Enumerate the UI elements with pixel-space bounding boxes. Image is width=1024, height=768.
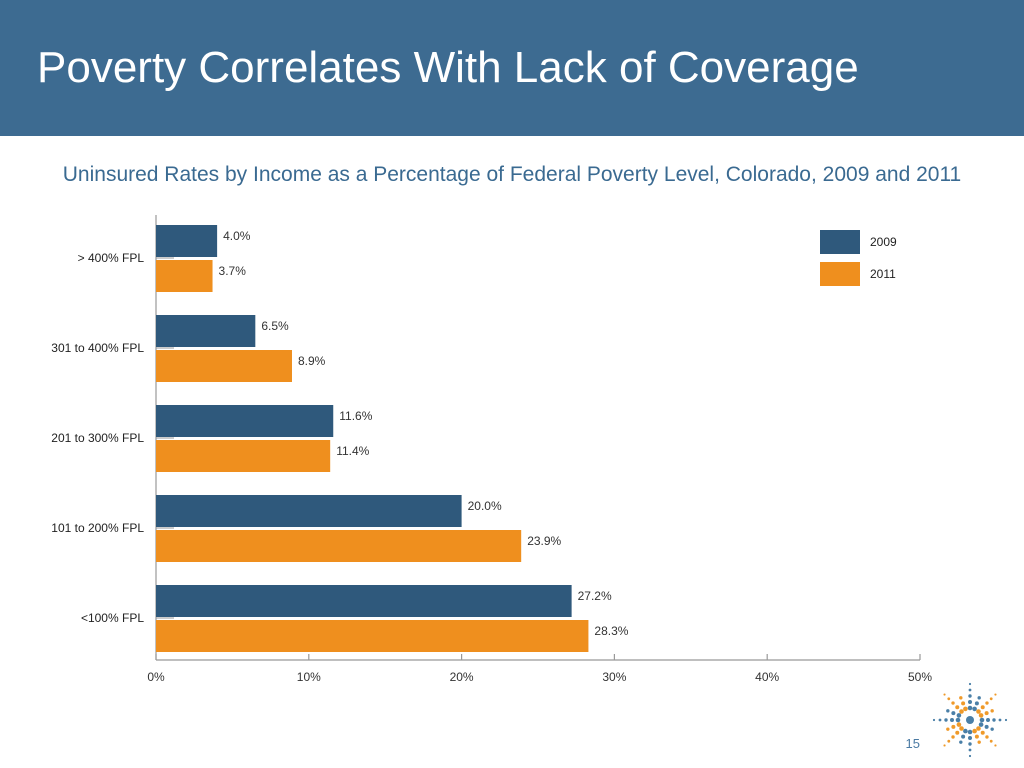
category-label: 301 to 400% FPL xyxy=(51,341,144,355)
x-tick-label: 30% xyxy=(602,670,626,684)
legend-label: 2011 xyxy=(870,267,896,281)
legend-label: 2009 xyxy=(870,235,897,249)
data-label: 28.3% xyxy=(594,624,628,638)
x-tick-label: 10% xyxy=(297,670,321,684)
data-label: 6.5% xyxy=(261,319,289,333)
data-label: 3.7% xyxy=(219,264,247,278)
category-label: 201 to 300% FPL xyxy=(51,431,144,445)
category-label: <100% FPL xyxy=(81,611,144,625)
bar-2011 xyxy=(156,620,589,652)
bar-2011 xyxy=(156,350,292,382)
bar-2009 xyxy=(156,315,256,347)
category-label: > 400% FPL xyxy=(78,251,145,265)
data-label: 4.0% xyxy=(223,229,251,243)
category-label: 101 to 200% FPL xyxy=(51,521,144,535)
x-tick-label: 0% xyxy=(147,670,165,684)
chart-title: Uninsured Rates by Income as a Percentag… xyxy=(62,163,962,186)
x-tick-label: 20% xyxy=(450,670,474,684)
bar-2009 xyxy=(156,225,218,257)
page-number: 15 xyxy=(905,736,920,751)
x-tick-label: 50% xyxy=(908,670,932,684)
bar-2011 xyxy=(156,530,522,562)
data-label: 27.2% xyxy=(578,589,612,603)
bar-2011 xyxy=(156,260,213,292)
data-label: 8.9% xyxy=(298,354,326,368)
bar-2009 xyxy=(156,495,462,527)
legend-swatch-2011 xyxy=(820,262,860,286)
title-bar: Poverty Correlates With Lack of Coverage xyxy=(0,0,1024,136)
starburst-logo-icon xyxy=(932,682,1008,758)
x-tick-label: 40% xyxy=(755,670,779,684)
legend-swatch-2009 xyxy=(820,230,860,254)
data-label: 23.9% xyxy=(527,534,561,548)
bar-2009 xyxy=(156,585,572,617)
data-label: 11.6% xyxy=(339,409,372,423)
data-label: 20.0% xyxy=(468,499,502,513)
data-label: 11.4% xyxy=(336,444,369,458)
bar-2011 xyxy=(156,440,331,472)
bar-2009 xyxy=(156,405,334,437)
slide-title: Poverty Correlates With Lack of Coverage xyxy=(37,43,859,92)
